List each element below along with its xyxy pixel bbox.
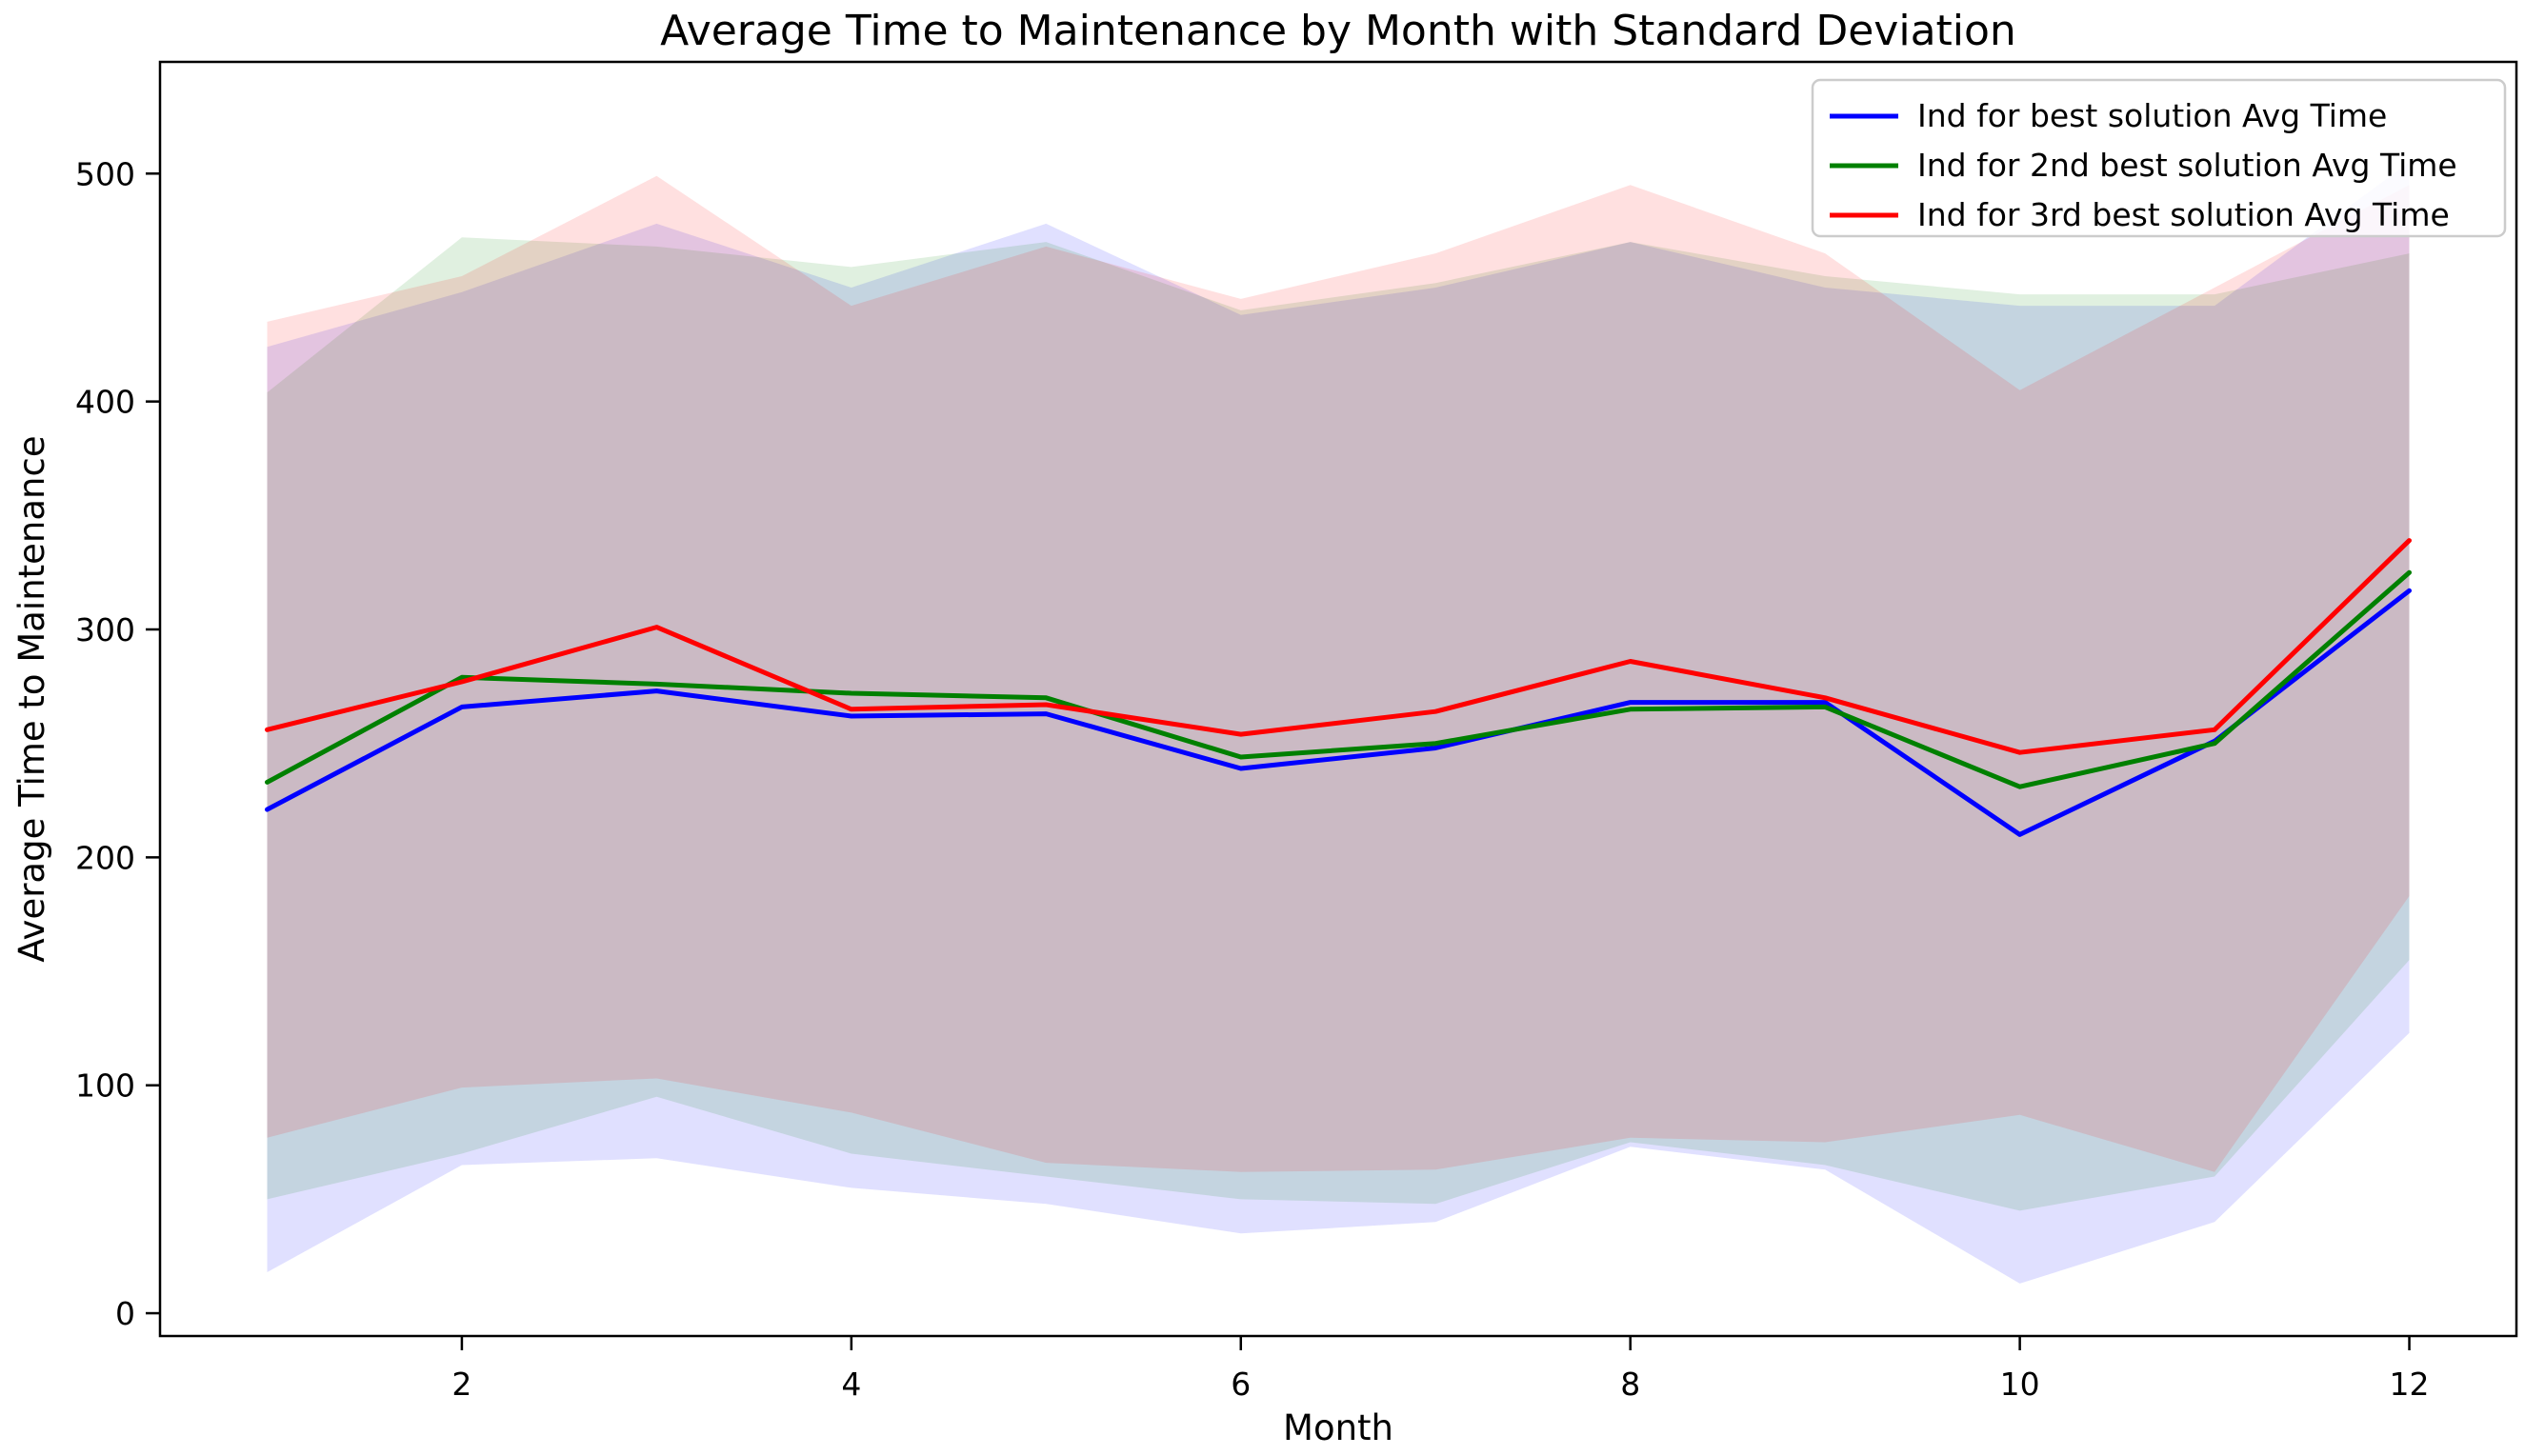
x-tick-label-4: 4 [841, 1366, 861, 1403]
y-tick-label-0: 0 [115, 1295, 135, 1332]
y-tick-label-100: 100 [75, 1067, 135, 1105]
line-ind-for-3rd-best-solution-avg-time [265, 538, 2412, 755]
x-tick-label-12: 12 [2390, 1366, 2430, 1403]
line-ind-for-2nd-best-solution-avg-time [265, 569, 2412, 789]
legend-label-ind-for-best-solution-avg-time: Ind for best solution Avg Time [1917, 97, 2387, 134]
line-ind-for-best-solution-avg-time [265, 588, 2412, 837]
x-tick-label-2: 2 [451, 1366, 471, 1403]
legend-label-ind-for-2nd-best-solution-avg-time: Ind for 2nd best solution Avg Time [1917, 147, 2457, 184]
legend-label-ind-for-3rd-best-solution-avg-time: Ind for 3rd best solution Avg Time [1917, 196, 2450, 233]
x-axis-label: Month [1283, 1407, 1393, 1448]
y-tick-label-200: 200 [75, 839, 135, 876]
y-tick-label-300: 300 [75, 611, 135, 648]
axis-ticks: 2 4 6 8 10 12 0 100 200 300 400 500 [75, 155, 2430, 1403]
legend-frame [1811, 78, 2507, 238]
y-axis-label: Average Time to Maintenance [11, 435, 52, 962]
y-tick-label-500: 500 [75, 155, 135, 192]
x-tick-label-10: 10 [2000, 1366, 2040, 1403]
chart-title: Average Time to Maintenance by Month wit… [660, 7, 2016, 55]
std-band-ind-for-3rd-best-solution-avg-time [267, 175, 2410, 1172]
legend-box: Ind for best solution Avg Time Ind for 2n… [1811, 78, 2507, 238]
plot-border [158, 60, 2518, 1338]
y-tick-label-400: 400 [75, 384, 135, 421]
series-lines [265, 538, 2412, 837]
x-tick-label-8: 8 [1620, 1366, 1640, 1403]
x-tick-label-6: 6 [1231, 1366, 1251, 1403]
std-dev-bands [267, 162, 2410, 1284]
